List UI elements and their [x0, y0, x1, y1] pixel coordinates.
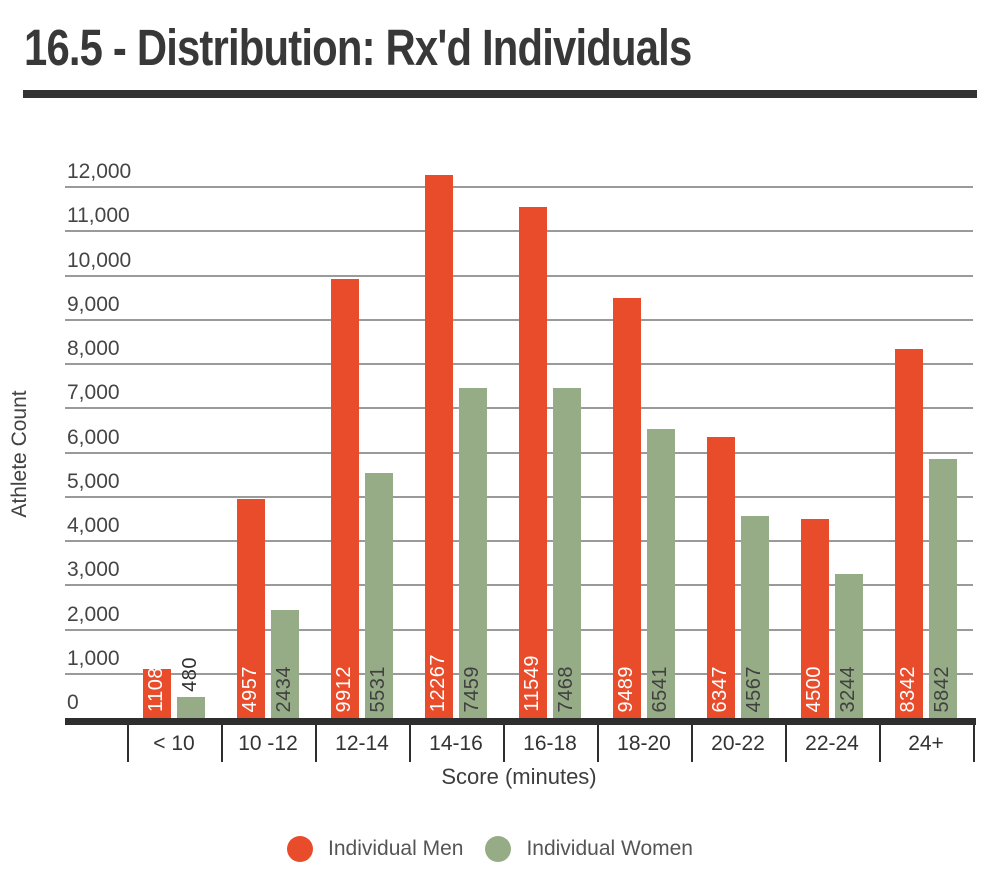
legend-item-women: Individual Women	[485, 836, 693, 862]
title-rule	[23, 90, 977, 98]
y-tick-label-8000: 8,000	[67, 337, 120, 360]
bar-men-7	[707, 437, 735, 718]
bar-value-men-3: 9912	[333, 665, 355, 713]
y-tick-label-5000: 5,000	[67, 469, 120, 493]
legend-item-men: Individual Men	[287, 836, 463, 862]
y-tick-label-3000: 3,000	[67, 558, 120, 582]
bar-value-women-2: 2434	[273, 665, 295, 713]
x-axis-title: Score (minutes)	[441, 764, 597, 789]
bar-value-women-6: 6541	[649, 665, 671, 713]
bar-value-men-6: 9489	[615, 665, 637, 713]
x-category-label-2: 10 -12	[238, 732, 298, 755]
x-category-label-3: 12-14	[335, 732, 389, 755]
x-category-label-5: 16-18	[523, 732, 577, 755]
legend-label-women: Individual Women	[526, 837, 693, 860]
bar-men-9	[895, 349, 923, 718]
bar-men-5	[519, 207, 547, 718]
y-tick-label-4000: 4,000	[67, 514, 120, 537]
bar-men-3	[331, 279, 359, 718]
bar-women-1	[177, 697, 205, 718]
bar-women-3	[365, 473, 393, 718]
bar-value-women-8: 3244	[837, 665, 859, 713]
bar-value-women-7: 4567	[743, 665, 765, 713]
y-tick-label-7000: 7,000	[67, 381, 120, 405]
x-category-label-4: 14-16	[429, 732, 483, 755]
y-tick-label-9000: 9,000	[67, 292, 120, 316]
x-tick-2	[315, 718, 317, 762]
y-tick-label-2000: 2,000	[67, 602, 120, 626]
x-tick-3	[409, 718, 411, 762]
x-category-label-7: 20-22	[711, 732, 765, 755]
bar-women-7	[741, 516, 769, 718]
x-tick-7	[785, 718, 787, 762]
legend-swatch-women-icon	[485, 836, 512, 862]
bar-value-men-5: 11549	[521, 655, 543, 712]
x-category-label-8: 22-24	[805, 732, 859, 755]
bar-value-men-1: 1108	[145, 666, 167, 712]
gridline-12000	[65, 186, 973, 188]
x-tick-8	[879, 718, 881, 762]
bar-value-women-4: 7459	[461, 665, 483, 713]
x-category-label-6: 18-20	[617, 732, 671, 755]
page-title: 16.5 - Distribution: Rx'd Individuals	[24, 19, 692, 76]
bar-value-men-8: 4500	[803, 665, 825, 713]
y-tick-label-1000: 1,000	[67, 646, 120, 670]
bar-value-men-2: 4957	[239, 665, 261, 713]
y-tick-label-10000: 10,000	[67, 248, 132, 272]
x-tick-6	[691, 718, 693, 762]
bar-women-4	[459, 388, 487, 718]
legend-swatch-men-icon	[287, 836, 314, 862]
bar-women-5	[553, 388, 581, 718]
bar-women-9	[929, 459, 957, 718]
bar-value-women-3: 5531	[367, 665, 389, 713]
x-tick-4	[503, 718, 505, 762]
x-tick-5	[597, 718, 599, 762]
x-tick-9	[973, 718, 975, 762]
bar-men-4	[425, 175, 453, 718]
y-axis-title: Athlete Count	[8, 390, 31, 518]
bar-women-8	[835, 574, 863, 718]
bar-women-6	[647, 429, 675, 718]
bar-value-women-1: 480	[179, 657, 201, 692]
bar-value-women-5: 7468	[555, 665, 577, 713]
y-tick-label-0: 0	[67, 691, 79, 714]
bar-men-2	[237, 499, 265, 718]
bar-value-women-9: 5842	[931, 665, 953, 713]
bar-value-men-7: 6347	[709, 665, 731, 713]
bar-men-1	[143, 669, 171, 718]
bar-value-men-9: 8342	[897, 665, 919, 713]
bar-men-8	[801, 519, 829, 718]
y-tick-label-11000: 11,000	[67, 204, 130, 228]
x-category-label-1: < 10	[153, 732, 195, 755]
bar-value-men-4: 12267	[427, 653, 449, 712]
x-tick-0	[127, 718, 129, 762]
legend-label-men: Individual Men	[328, 837, 464, 860]
bar-women-2	[271, 610, 299, 718]
y-tick-label-12000: 12,000	[67, 160, 132, 183]
x-category-label-9: 24+	[908, 732, 944, 755]
x-tick-1	[221, 718, 223, 762]
y-tick-label-6000: 6,000	[67, 425, 120, 449]
legend: Individual Men Individual Women	[0, 836, 980, 862]
bar-men-6	[613, 298, 641, 718]
x-axis-line	[65, 718, 976, 725]
